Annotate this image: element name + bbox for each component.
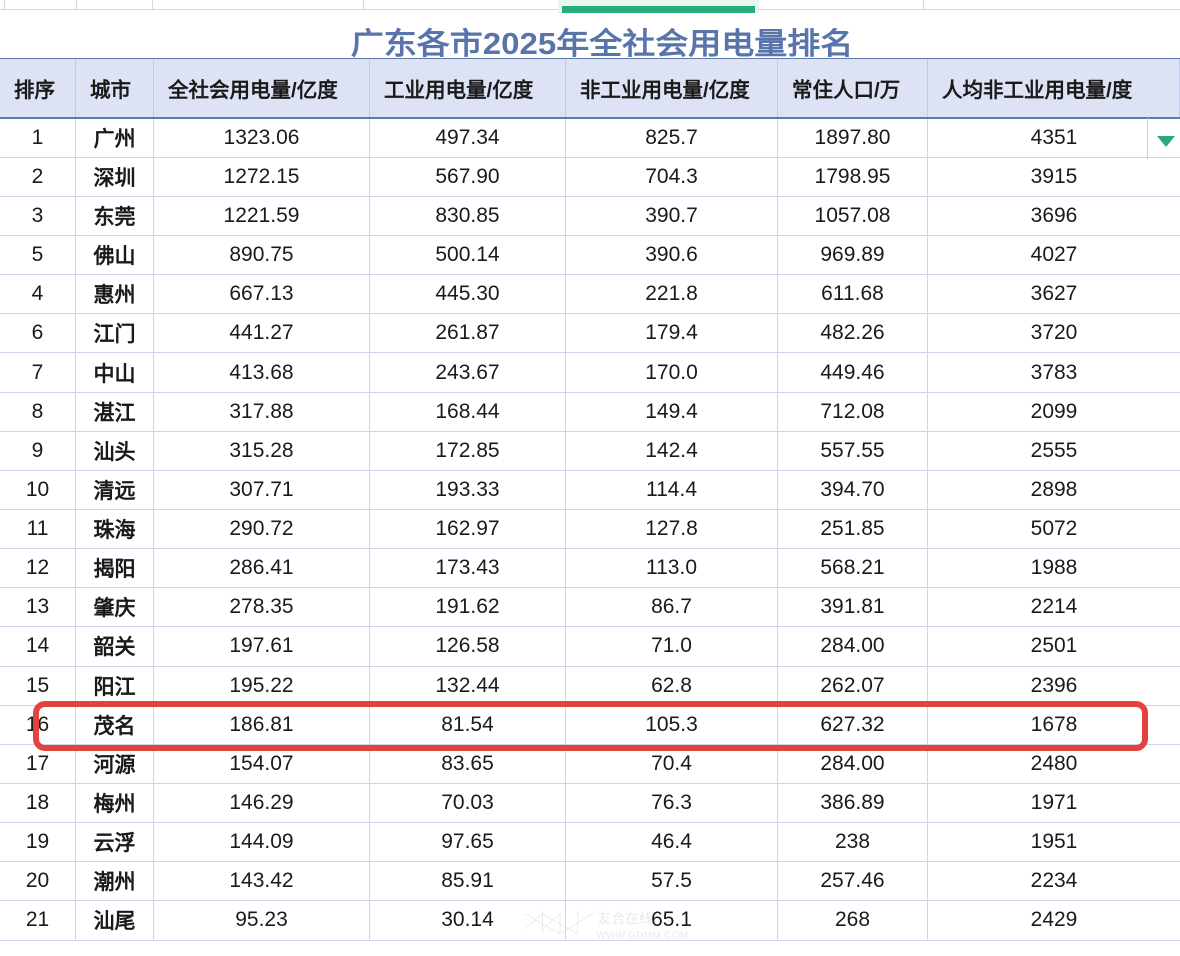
svg-text:友合在线: 友合在线 xyxy=(598,911,653,926)
svg-text:WWW.GDMM.COM: WWW.GDMM.COM xyxy=(596,930,689,941)
